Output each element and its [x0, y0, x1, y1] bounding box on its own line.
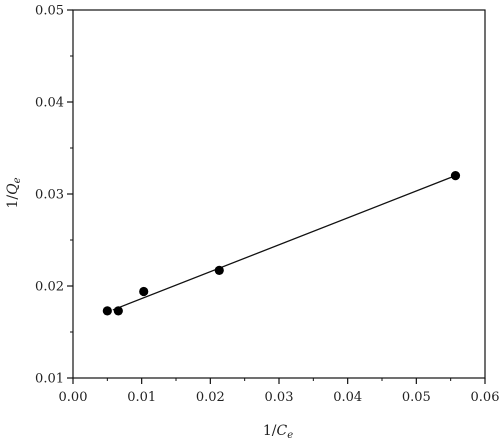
data-point [113, 306, 123, 316]
x-tick-label: 0.01 [127, 390, 156, 405]
x-tick-label: 0.02 [196, 390, 225, 405]
fit-line [112, 174, 456, 311]
x-tick-label: 0.04 [333, 390, 362, 405]
x-tick-label: 0.06 [471, 390, 500, 405]
y-tick-label: 0.04 [35, 96, 64, 111]
data-point [139, 286, 149, 297]
plot-border [72, 9, 486, 379]
x-axis-title: 1/Ce [263, 423, 293, 441]
y-axis-title: 1/Qe [5, 177, 23, 208]
x-tick-label: 0.00 [59, 390, 88, 405]
fit-line-group [112, 174, 456, 311]
y-axis-ticks: 0.01 0.02 0.03 0.04 0.05 [35, 4, 73, 387]
y-tick-label: 0.01 [35, 372, 64, 387]
data-point [450, 171, 461, 181]
y-tick-label: 0.02 [35, 280, 64, 295]
plot-frame [72, 9, 486, 379]
data-points [102, 171, 461, 316]
x-tick-label: 0.05 [402, 390, 431, 405]
data-point [102, 306, 112, 316]
y-tick-label: 0.03 [35, 188, 64, 203]
y-tick-label: 0.05 [35, 4, 64, 19]
data-point [214, 265, 224, 275]
x-tick-label: 0.03 [265, 390, 294, 405]
x-axis-ticks: 0.00 0.01 0.02 0.03 0.04 0.05 0.06 [59, 378, 500, 405]
